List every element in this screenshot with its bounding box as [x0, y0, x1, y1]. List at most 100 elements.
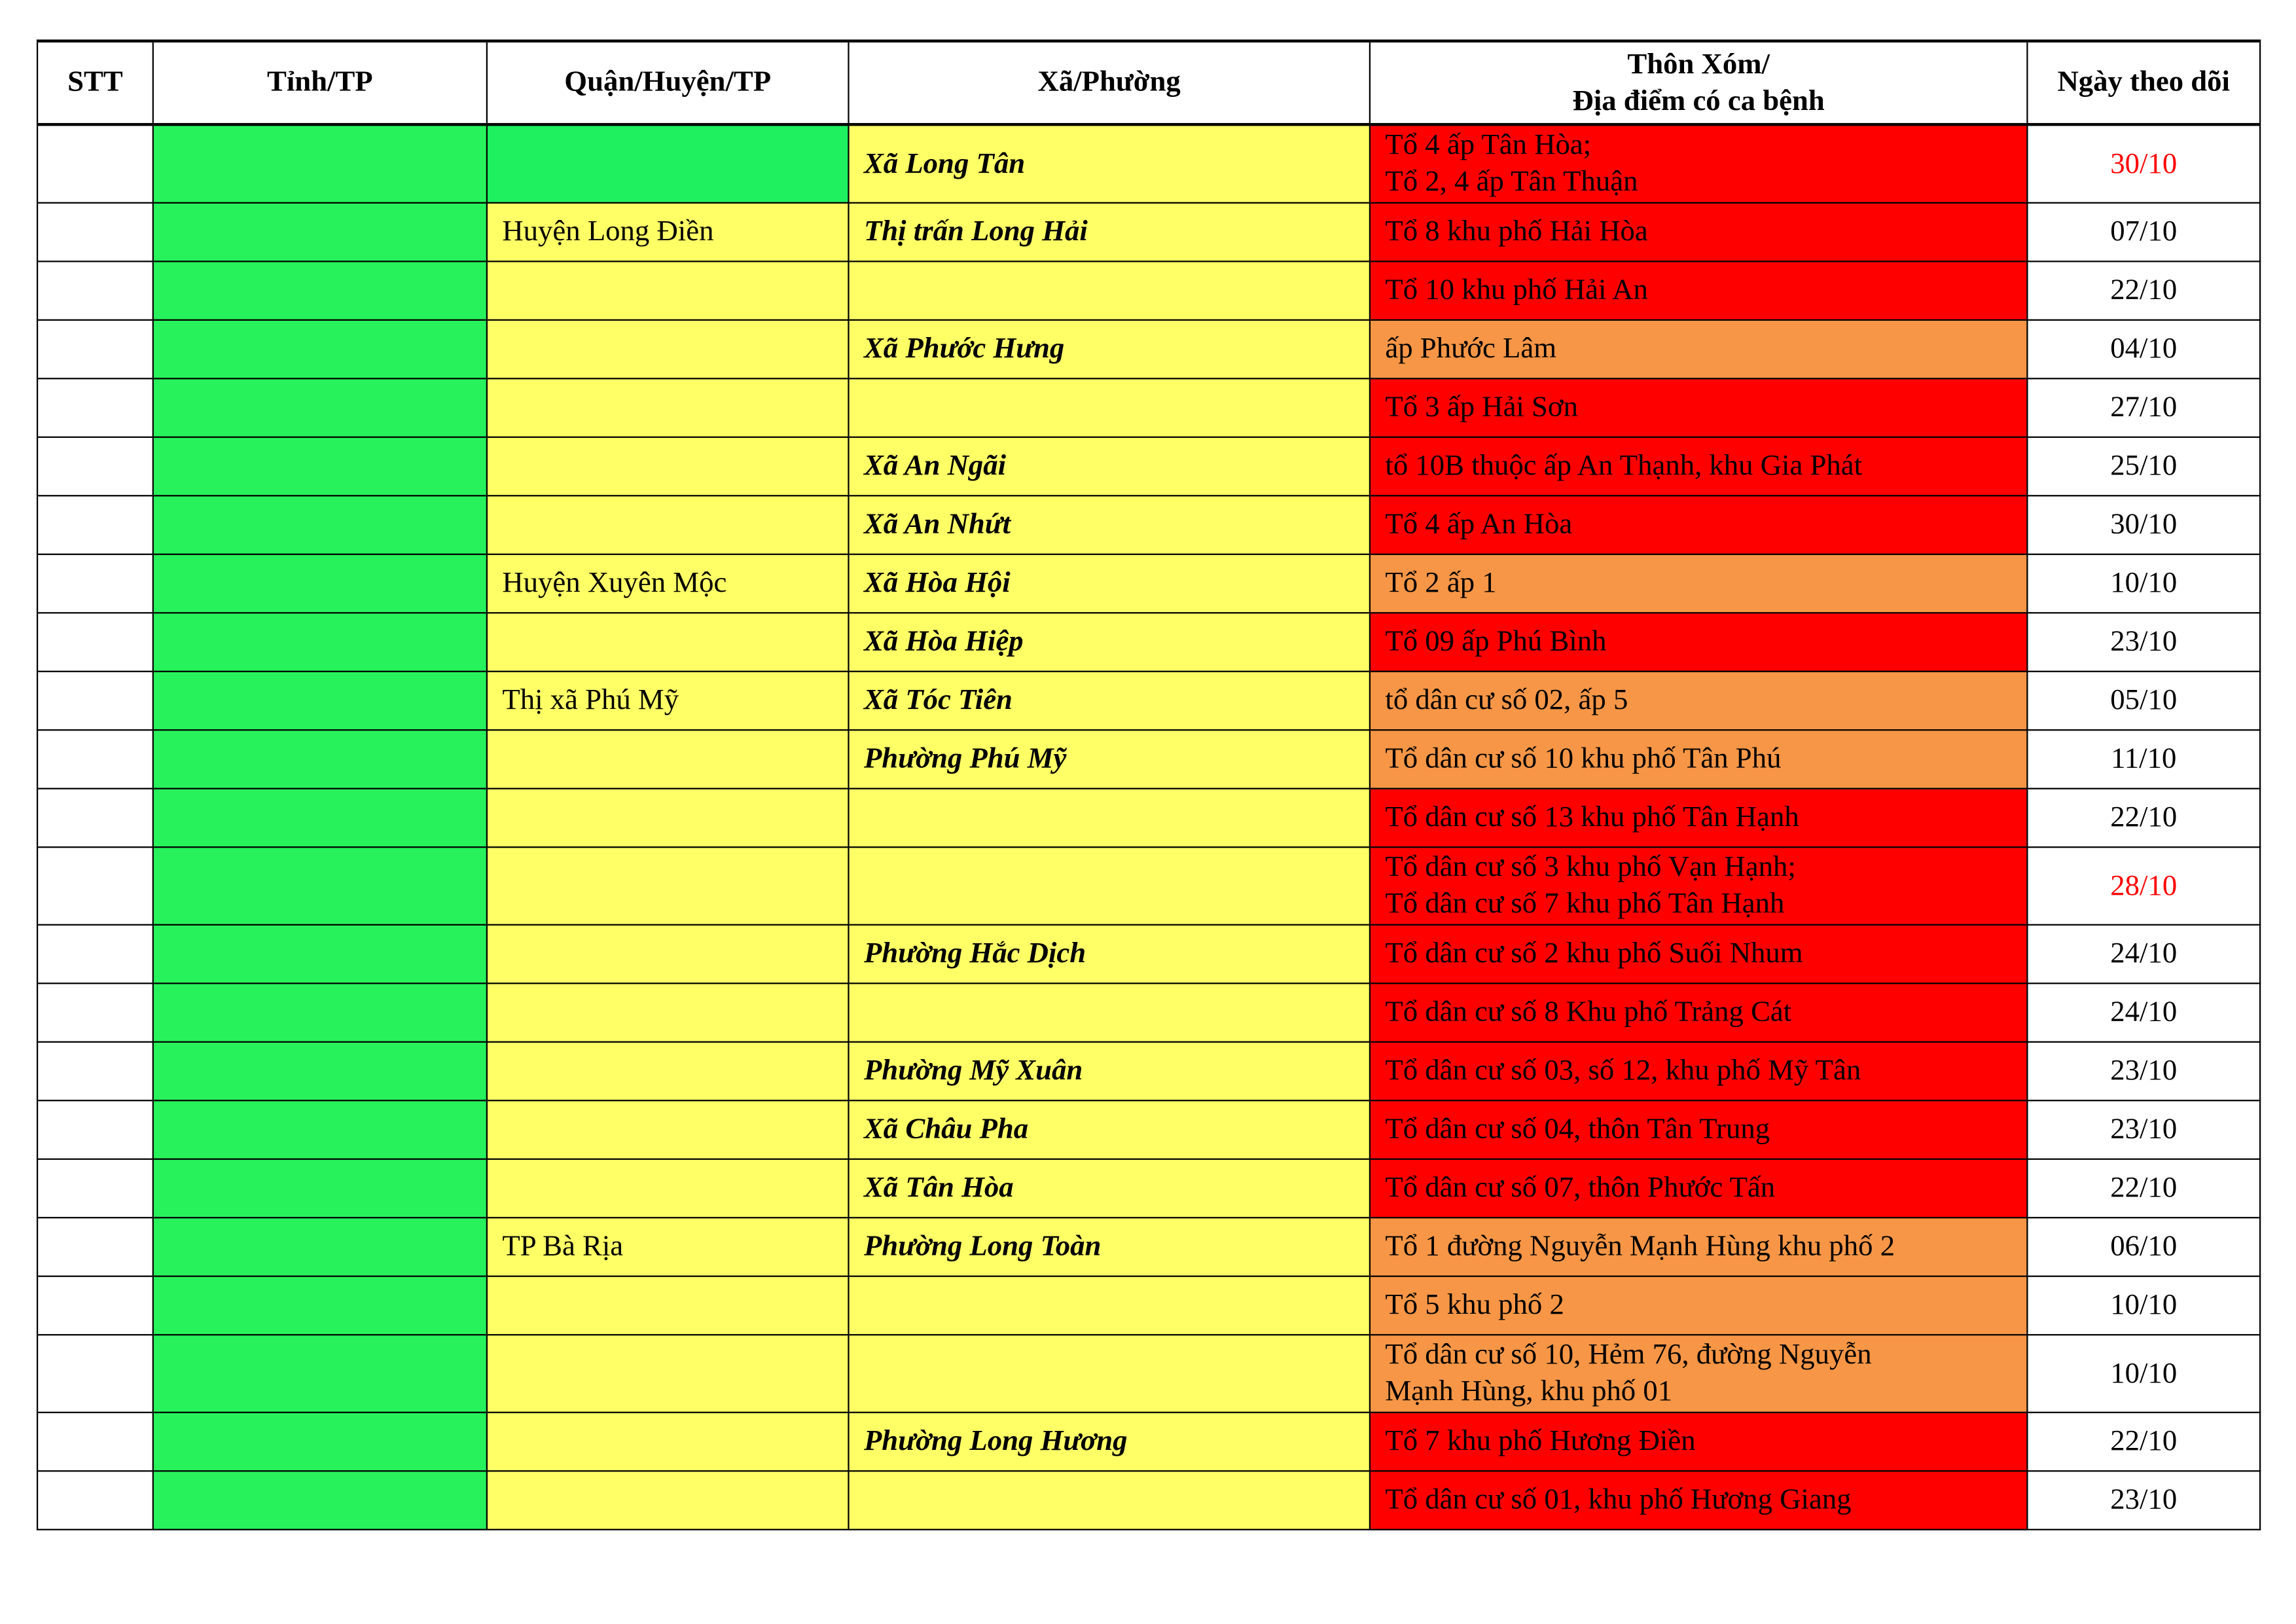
date-cell: 11/10 [2026, 729, 2261, 789]
thon-cell: Tổ dân cư số 10 khu phố Tân Phú [1369, 729, 2028, 789]
date-cell: 22/10 [2026, 787, 2261, 848]
quan-cell [486, 1334, 850, 1413]
tinh-cell [152, 1411, 488, 1472]
stt-cell [36, 787, 154, 848]
thon-cell: Tổ 7 khu phố Hương Điền [1369, 1411, 2028, 1472]
header-thon: Thôn Xóm/ Địa điểm có ca bệnh [1369, 39, 2028, 126]
stt-cell [36, 1158, 154, 1219]
xa-cell: Xã Tóc Tiên [848, 670, 1371, 731]
table-row: Tổ dân cư số 10, Hẻm 76, đường Nguyễn Mạ… [36, 1334, 2261, 1413]
thon-cell: Tổ 1 đường Nguyễn Mạnh Hùng khu phố 2 [1369, 1217, 2028, 1277]
table-row: Phường Mỹ Xuân Tổ dân cư số 03, số 12, kh… [36, 1041, 2261, 1102]
date-cell: 22/10 [2026, 1158, 2261, 1219]
thon-cell: Tổ 09 ấp Phú Bình [1369, 612, 2028, 672]
quan-cell [486, 1158, 850, 1219]
stt-cell [36, 495, 154, 555]
quan-cell [486, 378, 850, 438]
xa-cell [848, 846, 1371, 926]
table-row: Xã Tân Hòa Tổ dân cư số 07, thôn Phước Tấ… [36, 1158, 2261, 1219]
tinh-cell [152, 1158, 488, 1219]
thon-cell: Tổ 5 khu phố 2 [1369, 1275, 2028, 1336]
tinh-cell [152, 729, 488, 789]
thon-cell: Tổ dân cư số 01, khu phố Hương Giang [1369, 1470, 2028, 1530]
thon-cell: ấp Phước Lâm [1369, 319, 2028, 380]
date-cell: 23/10 [2026, 612, 2261, 672]
quan-cell [486, 1411, 850, 1472]
date-cell: 07/10 [2026, 202, 2261, 262]
date-cell: 23/10 [2026, 1100, 2261, 1160]
table-row: Xã Hòa Hiệp Tổ 09 ấp Phú Bình 23/10 [36, 612, 2261, 672]
tinh-cell [152, 319, 488, 380]
date-cell: 30/10 [2026, 124, 2261, 204]
table-row: Xã An Ngãi tổ 10B thuộc ấp An Thạnh, khu … [36, 436, 2261, 497]
tinh-cell [152, 846, 488, 926]
tinh-cell [152, 1100, 488, 1160]
header-ngay: Ngày theo dõi [2026, 39, 2261, 126]
date-cell: 22/10 [2026, 1411, 2261, 1472]
table-row: Tổ 3 ấp Hải Sơn 27/10 [36, 378, 2261, 438]
quan-cell: TP Bà Rịa [486, 1217, 850, 1277]
tinh-cell [152, 436, 488, 497]
stt-cell [36, 202, 154, 262]
table-row: Tổ dân cư số 13 khu phố Tân Hạnh 22/10 [36, 787, 2261, 848]
date-cell: 25/10 [2026, 436, 2261, 497]
tinh-cell [152, 787, 488, 848]
date-cell: 06/10 [2026, 1217, 2261, 1277]
xa-cell: Phường Hắc Dịch [848, 924, 1371, 984]
thon-cell: Tổ 4 ấp An Hòa [1369, 495, 2028, 555]
stt-cell [36, 612, 154, 672]
tinh-cell [152, 553, 488, 614]
stt-cell [36, 553, 154, 614]
stt-cell [36, 1217, 154, 1277]
table-row: Xã An Nhứt Tổ 4 ấp An Hòa 30/10 [36, 495, 2261, 555]
thon-cell: Tổ 2 ấp 1 [1369, 553, 2028, 614]
tinh-cell [152, 983, 488, 1043]
thon-cell: Tổ dân cư số 04, thôn Tân Trung [1369, 1100, 2028, 1160]
tinh-cell [152, 1217, 488, 1277]
stt-cell [36, 924, 154, 984]
quan-cell [486, 1470, 850, 1530]
date-cell: 10/10 [2026, 553, 2261, 614]
quan-cell [486, 1275, 850, 1336]
quan-cell: Huyện Long Điền [486, 202, 850, 262]
header-row: STT Tỉnh/TP Quận/Huyện/TP Xã/Phường Thôn… [36, 39, 2261, 126]
thon-cell: Tổ 4 ấp Tân Hòa; Tổ 2, 4 ấp Tân Thuận [1369, 124, 2028, 204]
xa-cell [848, 1275, 1371, 1336]
xa-cell: Xã Long Tân [848, 124, 1371, 204]
quan-cell [486, 612, 850, 672]
tinh-cell [152, 124, 488, 204]
thon-cell: Tổ dân cư số 03, số 12, khu phố Mỹ Tân [1369, 1041, 2028, 1102]
tinh-cell [152, 378, 488, 438]
quan-cell [486, 1041, 850, 1102]
stt-cell [36, 261, 154, 321]
xa-cell [848, 378, 1371, 438]
header-xa: Xã/Phường [848, 39, 1371, 126]
stt-cell [36, 378, 154, 438]
tinh-cell [152, 612, 488, 672]
quan-cell [486, 319, 850, 380]
date-cell: 10/10 [2026, 1334, 2261, 1413]
table-row: TP Bà Rịa Phường Long Toàn Tổ 1 đường Nguy… [36, 1217, 2261, 1277]
table-row: Xã Long Tân Tổ 4 ấp Tân Hòa; Tổ 2, 4 ấp T… [36, 124, 2261, 204]
xa-cell: Phường Mỹ Xuân [848, 1041, 1371, 1102]
xa-cell: Xã Hòa Hiệp [848, 612, 1371, 672]
stt-cell [36, 1041, 154, 1102]
table-row: Thị xã Phú Mỹ Xã Tóc Tiên tổ dân cư số 02,… [36, 670, 2261, 731]
quan-cell [486, 495, 850, 555]
header-tinh: Tỉnh/TP [152, 39, 488, 126]
xa-cell: Xã An Ngãi [848, 436, 1371, 497]
thon-cell: Tổ dân cư số 2 khu phố Suối Nhum [1369, 924, 2028, 984]
quan-cell [486, 1100, 850, 1160]
xa-cell: Thị trấn Long Hải [848, 202, 1371, 262]
tinh-cell [152, 202, 488, 262]
tinh-cell [152, 1334, 488, 1413]
date-cell: 27/10 [2026, 378, 2261, 438]
date-cell: 22/10 [2026, 261, 2261, 321]
thon-cell: tổ 10B thuộc ấp An Thạnh, khu Gia Phát [1369, 436, 2028, 497]
thon-cell: Tổ dân cư số 13 khu phố Tân Hạnh [1369, 787, 2028, 848]
quan-cell [486, 983, 850, 1043]
xa-cell: Xã An Nhứt [848, 495, 1371, 555]
thon-cell: Tổ dân cư số 8 Khu phố Trảng Cát [1369, 983, 2028, 1043]
stt-cell [36, 1100, 154, 1160]
